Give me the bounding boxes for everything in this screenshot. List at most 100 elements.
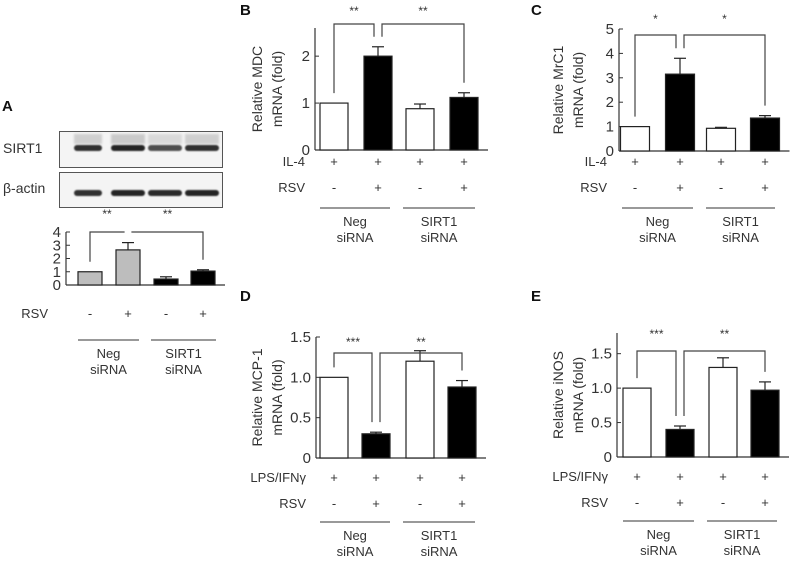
y-tick-label: 3	[53, 237, 61, 254]
treatment-mark: +	[458, 470, 466, 485]
treatment-mark: +	[460, 154, 468, 169]
y-tick-label: 2	[302, 48, 310, 65]
treatment-label: RSV	[278, 180, 305, 195]
treatment-mark: +	[676, 154, 684, 169]
significance-label: **	[349, 4, 359, 18]
group-label: Neg	[343, 528, 367, 543]
treatment-mark: -	[721, 495, 725, 510]
treatment-label: LPS/IFNγ	[250, 470, 306, 485]
significance-label: **	[720, 327, 730, 341]
treatment-mark: +	[372, 496, 380, 511]
treatment-mark: +	[761, 495, 769, 510]
group-label: siRNA	[90, 362, 127, 377]
significance-label: **	[102, 207, 112, 221]
treatment-mark: +	[676, 180, 684, 195]
significance-bracket	[634, 34, 677, 117]
treatment-mark: +	[458, 496, 466, 511]
panel-letter-c: C	[531, 2, 542, 19]
significance-label: *	[653, 12, 658, 26]
y-tick-label: 0.5	[290, 410, 311, 427]
bar	[705, 127, 737, 152]
y-tick-label: 1.5	[290, 329, 311, 346]
y-tick-label: 1	[53, 264, 61, 281]
significance-bracket	[636, 350, 677, 416]
bar	[750, 389, 780, 458]
panel-letter-e: E	[531, 288, 542, 305]
treatment-mark: +	[633, 469, 641, 484]
group-label: Neg	[646, 214, 670, 229]
y-tick-label: 5	[606, 21, 614, 38]
group-label: siRNA	[421, 230, 458, 245]
treatment-mark: +	[416, 154, 424, 169]
bar	[190, 270, 216, 286]
y-tick-label: 0	[302, 142, 310, 159]
bar	[115, 249, 141, 286]
treatment-mark: -	[418, 180, 422, 195]
treatment-mark: +	[372, 470, 380, 485]
bar	[447, 386, 477, 459]
significance-bracket	[131, 231, 204, 260]
group-label: SIRT1	[722, 214, 759, 229]
treatment-mark: +	[761, 469, 769, 484]
treatment-mark: +	[374, 154, 382, 169]
blot-band	[148, 145, 182, 151]
group-label: Neg	[97, 346, 121, 361]
treatment-mark: +	[761, 180, 769, 195]
treatment-mark: -	[332, 180, 336, 195]
significance-label: **	[416, 335, 426, 349]
y-tick-label: 1.0	[290, 369, 311, 386]
y-axis-label: Relative MDC	[249, 46, 265, 132]
treatment-mark: +	[676, 495, 684, 510]
blot-label-sirt1: SIRT1	[3, 140, 43, 156]
group-label: siRNA	[640, 543, 677, 558]
treatment-label: LPS/IFNγ	[552, 469, 608, 484]
treatment-mark: +	[374, 180, 382, 195]
group-label: Neg	[343, 214, 367, 229]
group-label: SIRT1	[165, 346, 202, 361]
y-tick-label: 2	[606, 94, 614, 111]
treatment-mark: +	[719, 469, 727, 484]
treatment-label: RSV	[581, 495, 608, 510]
group-label: siRNA	[722, 230, 759, 245]
bar	[708, 366, 738, 458]
treatment-mark: -	[635, 495, 639, 510]
treatment-mark: -	[88, 306, 92, 321]
significance-bracket	[333, 352, 373, 423]
blot-band-upper	[148, 134, 182, 144]
treatment-mark: +	[717, 154, 725, 169]
blot-band-upper	[185, 134, 219, 144]
blot-band	[185, 190, 219, 196]
bar	[319, 102, 349, 151]
group-label: siRNA	[337, 230, 374, 245]
treatment-mark: -	[418, 496, 422, 511]
significance-bracket	[683, 34, 766, 106]
treatment-mark: -	[332, 496, 336, 511]
bar	[363, 55, 393, 151]
y-tick-label: 0	[604, 449, 612, 466]
significance-bracket	[381, 23, 465, 83]
bar	[665, 428, 695, 458]
blot-band-upper	[74, 134, 102, 144]
bar	[405, 108, 435, 151]
significance-bracket	[333, 23, 375, 94]
group-label: siRNA	[337, 544, 374, 559]
significance-bracket	[683, 350, 766, 416]
group-label: siRNA	[421, 544, 458, 559]
y-axis-label: Relative MCP-1	[249, 348, 265, 446]
group-label: SIRT1	[421, 214, 458, 229]
y-tick-label: 0.5	[591, 415, 612, 432]
treatment-mark: +	[676, 469, 684, 484]
significance-label: **	[418, 4, 428, 18]
y-tick-label: 0	[606, 143, 614, 160]
blot-beta-actin	[59, 172, 223, 208]
panel-letter-b: B	[240, 2, 251, 19]
y-axis-label: Relative MrC1	[550, 45, 566, 134]
bar	[77, 271, 103, 286]
significance-label: *	[722, 12, 727, 26]
group-label: SIRT1	[724, 527, 761, 542]
significance-label: ***	[346, 335, 360, 349]
treatment-label: IL-4	[585, 154, 607, 169]
treatment-mark: +	[631, 154, 639, 169]
treatment-mark: -	[164, 306, 168, 321]
